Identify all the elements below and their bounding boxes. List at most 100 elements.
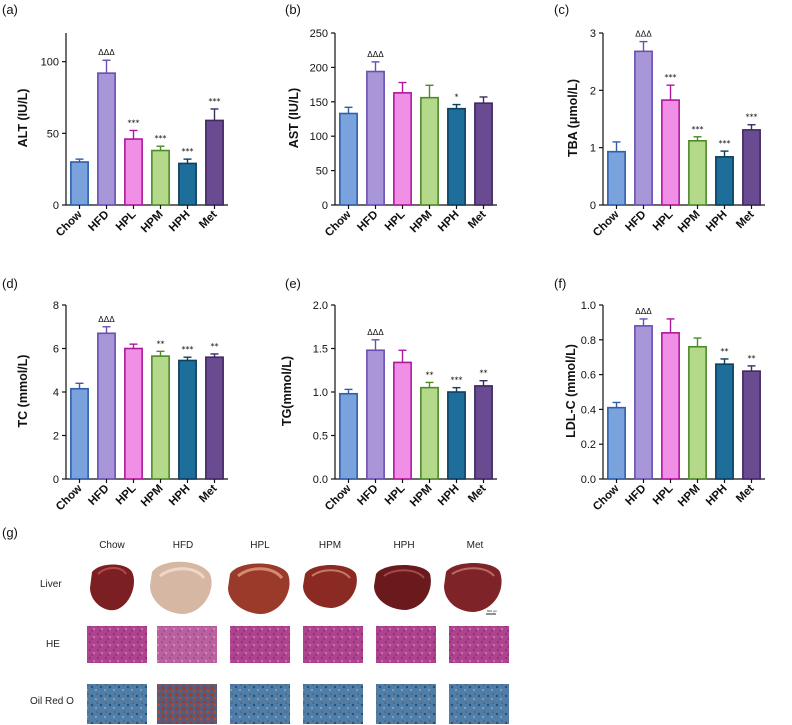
scale-bar: 500 μm — [486, 609, 498, 615]
y-tick-label: 0 — [322, 200, 328, 212]
x-tick-label-met: Met — [466, 209, 489, 232]
panel-label: (g) — [2, 525, 18, 540]
y-tick-label: 1.0 — [313, 387, 328, 399]
chart-panel-e: (e) TG(mmol/L) 0.0 0.5 1.0 1.5 2.0 Chow HFD ΔΔΔ… — [280, 276, 497, 513]
y-tick-label: 0.4 — [581, 404, 596, 416]
x-tick-label-hph: HPH — [704, 209, 730, 235]
y-tick-label: 1 — [590, 143, 596, 155]
bar-hpm — [420, 386, 439, 480]
oil-red-image-chow — [87, 684, 147, 724]
y-tick-label: 0 — [53, 200, 59, 212]
column-label-hpm: HPM — [319, 540, 341, 551]
plot-area: 0 50 100 Chow HFD ΔΔΔ HPL *** HPM *** HPH *** Met *** — [41, 33, 228, 239]
significance-hfd: ΔΔΔ — [98, 315, 115, 324]
column-label-chow: Chow — [99, 540, 125, 551]
x-tick-label-hpm: HPM — [676, 483, 703, 510]
bar-chow — [607, 406, 626, 480]
x-tick-label-hpm: HPM — [676, 209, 703, 236]
bar-hfd — [366, 70, 385, 206]
significance-hpl: *** — [128, 118, 140, 127]
liver-photo-hph — [374, 565, 431, 610]
y-tick-label: 1.0 — [581, 300, 596, 312]
liver-photo-hpm — [303, 565, 357, 608]
significance-hfd: ΔΔΔ — [635, 30, 652, 39]
y-tick-label: 4 — [53, 387, 59, 399]
significance-hpm: ** — [157, 339, 165, 348]
y-tick-label: 100 — [310, 131, 328, 143]
y-tick-label: 3 — [590, 28, 596, 40]
y-axis-title: LDL-C (mmol/L) — [564, 344, 578, 438]
x-tick-label-hph: HPH — [436, 209, 462, 235]
y-tick-label: 0.5 — [313, 431, 328, 443]
he-image-hfd — [157, 626, 217, 663]
oil-red-image-met — [449, 684, 509, 724]
x-tick-label-chow: Chow — [323, 209, 354, 240]
significance-hph: *** — [451, 376, 463, 385]
bar-hph — [715, 156, 734, 206]
y-axis-title: AST (IU/L) — [287, 88, 301, 148]
significance-met: ** — [480, 369, 488, 378]
panel-label: (d) — [2, 276, 18, 291]
y-tick-label: 0.2 — [581, 439, 596, 451]
significance-hpm: ** — [426, 370, 434, 379]
column-label-hfd: HFD — [173, 540, 194, 551]
column-label-hph: HPH — [393, 540, 414, 551]
y-tick-label: 2 — [590, 85, 596, 97]
bar-met — [474, 385, 493, 480]
y-tick-label: 8 — [53, 300, 59, 312]
bar-chow — [70, 161, 89, 206]
x-tick-label-chow: Chow — [54, 209, 85, 240]
bar-chow — [339, 112, 358, 206]
bar-hpm — [688, 345, 707, 480]
he-image-hpm — [303, 626, 363, 663]
he-image-hpl — [230, 626, 290, 663]
liver-photo-hpl — [228, 563, 290, 614]
bar-hpl — [393, 361, 412, 480]
bar-hpl — [393, 92, 412, 206]
bar-hpl — [661, 332, 680, 480]
x-tick-label-chow: Chow — [591, 483, 622, 514]
significance-hpl: *** — [665, 73, 677, 82]
oil-red-image-hfd — [157, 684, 217, 724]
significance-hph: *** — [719, 139, 731, 148]
histology-panel: (g) Chow HFD HPL HPM HPH Met Liver HE Oi… — [2, 525, 509, 724]
chart-panel-d: (d) TC (mmol/L) 0 2 4 6 8 Chow HFD ΔΔΔ HPL HPM ** H… — [2, 276, 228, 513]
significance-met: ** — [748, 354, 756, 363]
oil-red-image-hph — [376, 684, 436, 724]
x-tick-label-hpm: HPM — [139, 209, 166, 236]
bar-hph — [447, 107, 466, 206]
y-axis-title: TBA (μmol/L) — [566, 79, 580, 157]
x-tick-label-hpl: HPL — [114, 209, 139, 234]
plot-area: 0 1 2 3 Chow HFD ΔΔΔ HPL *** HPM *** HPH *** Met *** — [590, 28, 765, 239]
plot-area: 0 50 100 150 200 250 Chow HFD ΔΔΔ HPL HPM HPH * Met — [310, 28, 497, 239]
bar-chow — [70, 387, 89, 480]
bar-hph — [178, 162, 197, 206]
he-image-chow — [87, 626, 147, 663]
x-tick-label-met: Met — [197, 209, 220, 232]
x-tick-label-hfd: HFD — [86, 483, 111, 508]
bar-hpl — [124, 347, 143, 480]
significance-hfd: ΔΔΔ — [98, 48, 115, 57]
x-tick-label-hpl: HPL — [383, 483, 408, 508]
significance-hph: * — [455, 93, 459, 102]
bar-hph — [178, 359, 197, 480]
chart-panel-c: (c) TBA (μmol/L) 0 1 2 3 Chow HFD ΔΔΔ HPL *** HPM… — [554, 2, 765, 239]
bar-met — [742, 129, 761, 206]
y-tick-label: 0.0 — [313, 474, 328, 486]
significance-met: *** — [746, 113, 758, 122]
significance-hpm: *** — [692, 125, 704, 134]
y-tick-label: 100 — [41, 57, 59, 69]
panel-label: (e) — [285, 276, 301, 291]
y-tick-label: 0 — [590, 200, 596, 212]
he-image-met — [449, 626, 509, 663]
bar-hfd — [634, 325, 653, 480]
he-image-hph — [376, 626, 436, 663]
significance-hpm: *** — [155, 134, 167, 143]
panel-label: (f) — [554, 276, 566, 291]
x-tick-label-hph: HPH — [167, 209, 193, 235]
significance-hph: *** — [182, 345, 194, 354]
y-tick-label: 0.6 — [581, 370, 596, 382]
bar-met — [205, 119, 224, 206]
bar-hph — [447, 391, 466, 480]
bar-hfd — [634, 50, 653, 206]
